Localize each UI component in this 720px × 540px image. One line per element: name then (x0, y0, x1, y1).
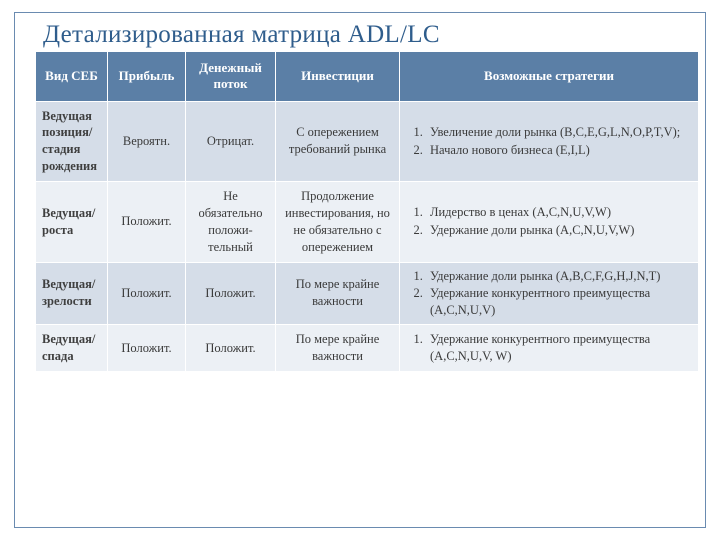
col-header: Вид СЕБ (36, 52, 108, 102)
cell-invest: С опережением требований рынка (276, 101, 400, 182)
cell-invest: Продолжение инвестирования, но не обязат… (276, 182, 400, 263)
strategy-item: Лидерство в ценах (A,C,N,U,V,W) (426, 204, 694, 221)
cell-profit: Положит. (108, 182, 186, 263)
row-label: Ведущая позиция/ стадия рождения (36, 101, 108, 182)
cell-cashflow: Положит. (186, 262, 276, 325)
col-header: Прибыль (108, 52, 186, 102)
col-header: Возможные стратегии (400, 52, 699, 102)
page-frame: Детализированная матрица ADL/LC Вид СЕБ … (14, 12, 706, 528)
cell-invest: По мере крайне важности (276, 325, 400, 372)
cell-invest: По мере крайне важности (276, 262, 400, 325)
row-label: Ведущая/ зрелости (36, 262, 108, 325)
cell-cashflow: Положит. (186, 325, 276, 372)
strategy-item: Удержание конкурентного преимущества (A,… (426, 331, 694, 365)
cell-profit: Вероятн. (108, 101, 186, 182)
cell-strategies: Лидерство в ценах (A,C,N,U,V,W) Удержани… (400, 182, 699, 263)
strategy-item: Удержание доли рынка (A,C,N,U,V,W) (426, 222, 694, 239)
strategy-item: Удержание конкурентного преимущества (A,… (426, 285, 694, 319)
cell-profit: Положит. (108, 325, 186, 372)
cell-cashflow: Не обязательно положи-тельный (186, 182, 276, 263)
table-row: Ведущая/ роста Положит. Не обязательно п… (36, 182, 699, 263)
col-header: Инвестиции (276, 52, 400, 102)
row-label: Ведущая/ спада (36, 325, 108, 372)
row-label: Ведущая/ роста (36, 182, 108, 263)
table-row: Ведущая позиция/ стадия рождения Вероятн… (36, 101, 699, 182)
cell-strategies: Удержание доли рынка (A,B,C,F,G,H,J,N,T)… (400, 262, 699, 325)
table-row: Ведущая/ зрелости Положит. Положит. По м… (36, 262, 699, 325)
col-header: Денежный поток (186, 52, 276, 102)
cell-cashflow: Отрицат. (186, 101, 276, 182)
table-header-row: Вид СЕБ Прибыль Денежный поток Инвестици… (36, 52, 699, 102)
table-wrap: Вид СЕБ Прибыль Денежный поток Инвестици… (15, 51, 705, 378)
adl-table: Вид СЕБ Прибыль Денежный поток Инвестици… (35, 51, 699, 372)
page-title: Детализированная матрица ADL/LC (15, 13, 705, 51)
strategy-item: Удержание доли рынка (A,B,C,F,G,H,J,N,T) (426, 268, 694, 285)
strategy-item: Увеличение доли рынка (B,C,E,G,L,N,O,P,T… (426, 124, 694, 141)
cell-profit: Положит. (108, 262, 186, 325)
strategy-item: Начало нового бизнеса (E,I,L) (426, 142, 694, 159)
cell-strategies: Увеличение доли рынка (B,C,E,G,L,N,O,P,T… (400, 101, 699, 182)
cell-strategies: Удержание конкурентного преимущества (A,… (400, 325, 699, 372)
table-row: Ведущая/ спада Положит. Положит. По мере… (36, 325, 699, 372)
